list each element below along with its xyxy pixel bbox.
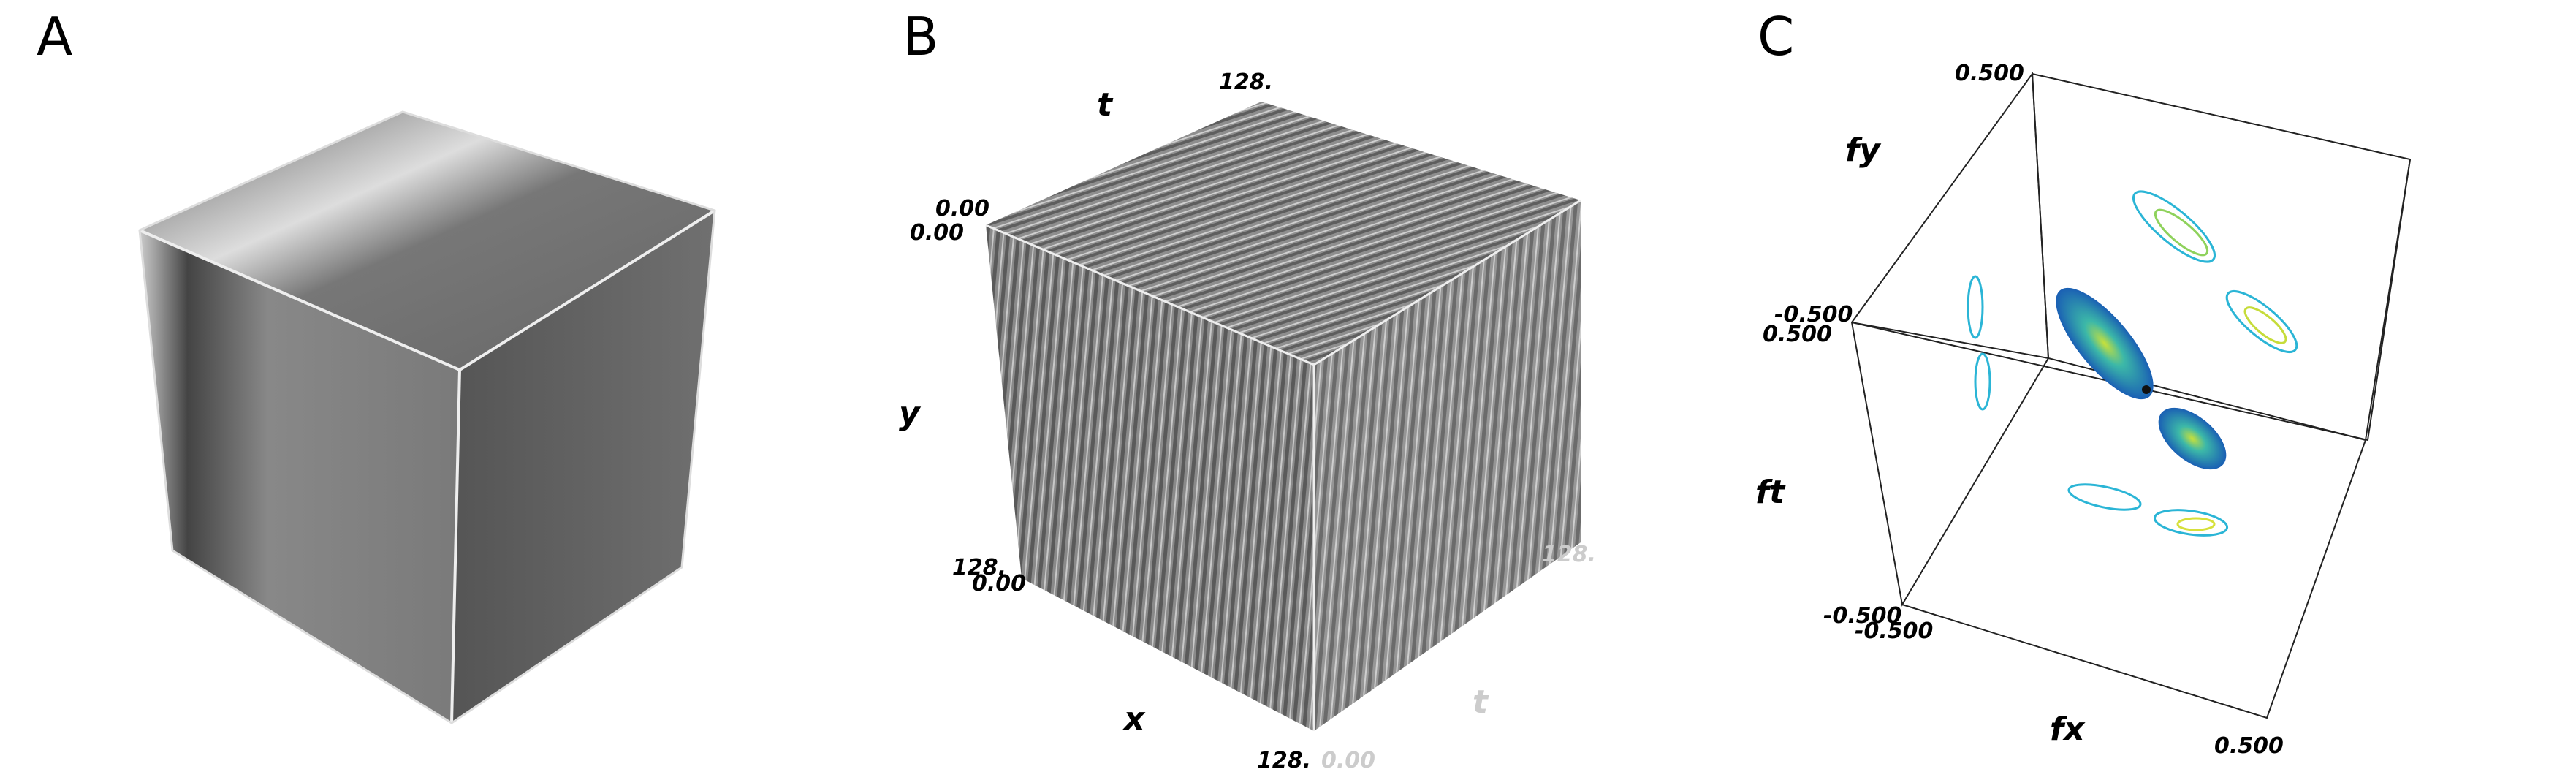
axis-text: x <box>1122 700 1146 738</box>
axis-text: 0.00 <box>972 571 1026 597</box>
axis-text: -0.500 <box>1774 302 1853 327</box>
axis-text: 0.500 <box>1763 322 1832 347</box>
axis-text: 0.500 <box>1955 61 2024 86</box>
axis-text: 128. <box>1542 542 1596 567</box>
cube-b <box>985 102 1581 731</box>
axis-text: 0.00 <box>935 196 989 221</box>
axis-text: fy <box>1845 132 1882 169</box>
axis-text: y <box>899 395 922 432</box>
axis-text: 128. <box>952 555 1006 580</box>
axis-text: 128. <box>1219 69 1273 95</box>
axis-text: t <box>1473 684 1489 721</box>
box-c <box>1850 72 2412 719</box>
axis-text: -0.500 <box>1823 603 1901 629</box>
axis-text: t <box>1097 86 1114 124</box>
panel-label: B <box>903 6 938 67</box>
axis-text: 128. <box>1257 748 1311 773</box>
panel-label: C <box>1758 6 1794 67</box>
axis-text: -0.500 <box>1855 618 1933 644</box>
panel-label: A <box>37 6 72 67</box>
axis-text: 0.500 <box>2214 733 2284 759</box>
axis-text: 0.00 <box>1321 748 1375 773</box>
axis-text: ft <box>1755 474 1786 511</box>
axis-text: 0.00 <box>910 220 964 246</box>
spectrum-blobs <box>1967 190 2298 537</box>
axis-text: fx <box>2050 711 2086 748</box>
cube-a <box>138 110 716 724</box>
